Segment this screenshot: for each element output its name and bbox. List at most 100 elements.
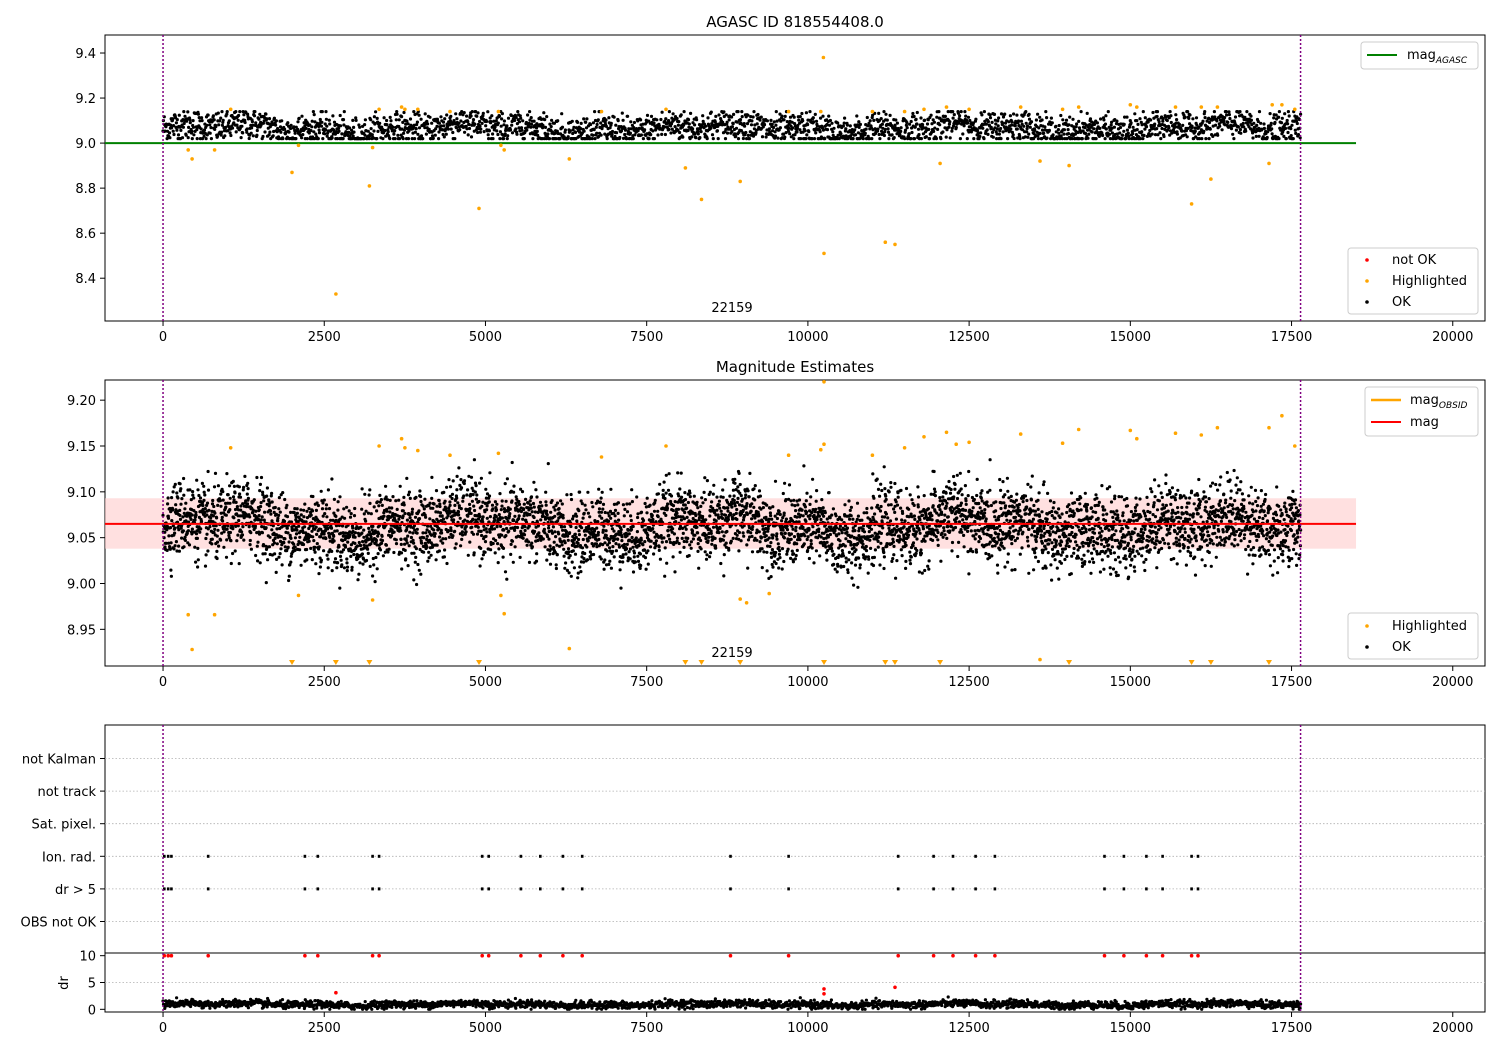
ok-point (213, 527, 217, 532)
ok-point (979, 131, 983, 135)
ok-point (1001, 130, 1005, 134)
ok-point (397, 498, 401, 502)
ok-point (406, 564, 410, 568)
ok-point (380, 503, 384, 507)
ok-point (367, 526, 371, 531)
ok-point (438, 535, 442, 539)
ok-point (610, 132, 614, 136)
ok-point (886, 127, 890, 131)
ok-point (637, 126, 641, 130)
ok-point (270, 500, 274, 504)
ok-point (1188, 113, 1192, 117)
ok-point (368, 501, 372, 505)
ok-point (691, 121, 695, 125)
ok-point (608, 546, 612, 550)
ok-point (1177, 122, 1182, 127)
ok-point (877, 111, 881, 115)
ok-point (226, 493, 230, 497)
ok-point (252, 114, 257, 118)
ok-point (511, 490, 516, 494)
highlighted-point (416, 107, 420, 112)
ok-point (431, 506, 435, 510)
ok-point (1252, 121, 1256, 125)
ok-point (353, 506, 357, 511)
ok-point (950, 129, 954, 133)
ok-point (497, 513, 501, 517)
ok-point (181, 529, 185, 533)
ok-point (466, 120, 470, 124)
ok-point (238, 495, 243, 499)
ok-point (194, 532, 199, 536)
ok-point (938, 123, 942, 127)
ok-point (494, 538, 498, 543)
ok-point (533, 529, 537, 534)
ok-point (476, 525, 480, 529)
ok-point (1142, 133, 1146, 138)
ok-point (1084, 131, 1088, 136)
ok-point (1021, 128, 1025, 132)
ok-point (237, 113, 241, 118)
ok-point (321, 501, 325, 505)
ok-point (532, 505, 536, 509)
ok-point (791, 126, 795, 130)
ok-point (335, 137, 339, 141)
ok-point (536, 133, 540, 137)
ok-point (394, 499, 398, 503)
ok-point (437, 130, 441, 134)
ok-point (1115, 119, 1119, 123)
ok-point (463, 130, 467, 134)
ok-point (909, 137, 913, 141)
ok-point (1104, 127, 1108, 131)
ok-point (1080, 137, 1084, 141)
ok-point (173, 482, 177, 486)
ok-point (1175, 132, 1179, 136)
ok-point (856, 131, 861, 135)
ok-point (623, 132, 627, 137)
ok-point (465, 114, 469, 118)
ok-point (347, 130, 351, 134)
ok-point (453, 503, 457, 507)
ok-point (489, 120, 493, 124)
ok-point (667, 127, 671, 132)
ok-point (507, 529, 511, 533)
ok-point (736, 110, 740, 114)
ok-point (268, 509, 273, 513)
ok-point (478, 481, 482, 485)
ok-point (986, 120, 991, 124)
ok-point (196, 558, 200, 562)
highlighted-point (1018, 105, 1023, 109)
ok-point (841, 124, 846, 128)
ok-point (1008, 114, 1013, 118)
ok-point (181, 125, 185, 129)
ok-point (943, 126, 947, 130)
ok-point (471, 118, 476, 122)
ok-point (263, 510, 267, 514)
ok-point (819, 116, 823, 120)
ok-point (961, 132, 965, 136)
ok-point (327, 118, 331, 122)
ok-point (335, 549, 339, 553)
ok-point (1049, 116, 1053, 120)
ok-point (1015, 127, 1019, 131)
ok-point (579, 121, 583, 125)
ok-point (645, 113, 650, 117)
ok-point (734, 134, 738, 138)
ok-point (495, 525, 499, 529)
ok-point (245, 127, 249, 131)
ok-point (618, 135, 622, 140)
marks-layer (105, 380, 1357, 666)
ok-point (341, 118, 346, 122)
ok-point (502, 137, 506, 141)
ok-point (1018, 134, 1022, 138)
ok-point (570, 119, 574, 123)
ok-point (428, 517, 432, 521)
ok-point (806, 118, 810, 122)
ok-point (324, 128, 328, 132)
ok-point (263, 130, 267, 134)
ok-point (974, 117, 978, 121)
ok-point (202, 490, 206, 494)
ok-point (352, 514, 357, 518)
ok-point (963, 110, 967, 114)
ok-point (180, 536, 184, 540)
ok-point (1051, 133, 1055, 137)
